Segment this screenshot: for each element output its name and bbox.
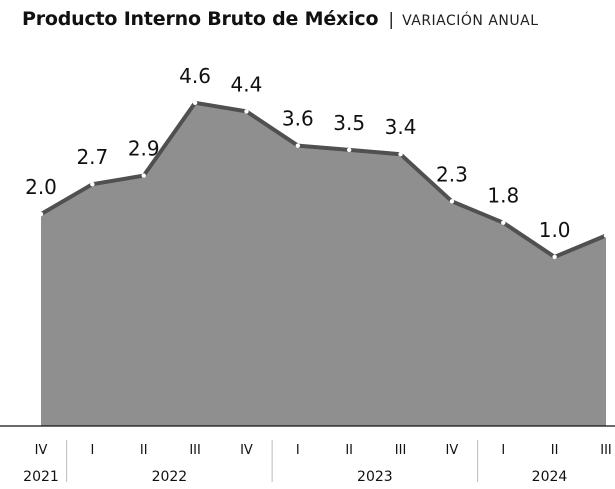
x-tick-label: IV: [446, 443, 459, 458]
year-label: 2022: [152, 469, 188, 485]
title-separator: |: [388, 10, 395, 30]
data-point: [192, 100, 198, 106]
area-fill: [41, 102, 606, 427]
data-point: [552, 254, 557, 260]
series-line: [39, 100, 607, 259]
data-point: [346, 147, 352, 153]
data-point: [38, 211, 44, 217]
chart-title: Producto Interno Bruto de México: [22, 8, 379, 30]
data-label: 2.9: [128, 137, 160, 161]
data-label: 1.8: [487, 184, 519, 208]
data-label: 2.7: [76, 145, 108, 169]
x-tick-label: II: [551, 443, 559, 458]
data-point: [398, 152, 403, 157]
data-label: 4.6: [179, 64, 211, 88]
data-point: [501, 220, 506, 225]
data-point: [295, 143, 301, 148]
x-tick-label: I: [501, 443, 505, 458]
x-tick-label: III: [189, 443, 201, 458]
x-tick-label: IV: [240, 443, 253, 458]
data-point: [244, 109, 249, 114]
year-label: 2021: [23, 469, 59, 485]
x-tick-label: II: [140, 443, 148, 458]
x-tick-label: I: [90, 443, 94, 458]
data-label: 3.4: [385, 115, 417, 139]
x-tick-label: I: [296, 443, 300, 458]
data-point: [449, 199, 455, 204]
data-point: [603, 233, 609, 238]
data-label: 1.0: [539, 218, 571, 242]
year-label: 2024: [532, 469, 568, 485]
x-tick-label: IV: [35, 443, 48, 458]
chart-header: Producto Interno Bruto de México | VARIA…: [22, 8, 539, 38]
data-label: 3.6: [282, 107, 314, 131]
year-label: 2023: [357, 469, 393, 485]
data-label: 3.5: [333, 111, 365, 135]
x-tick-label: III: [600, 443, 612, 458]
data-point: [90, 181, 95, 187]
chart-subtitle: VARIACIÓN ANUAL: [402, 13, 539, 29]
data-label: 4.4: [231, 72, 263, 96]
data-label: 2.0: [25, 175, 57, 199]
data-point: [141, 173, 146, 178]
x-tick-label: III: [395, 443, 407, 458]
x-tick-label: II: [345, 443, 353, 458]
data-label: 2.3: [436, 162, 468, 186]
